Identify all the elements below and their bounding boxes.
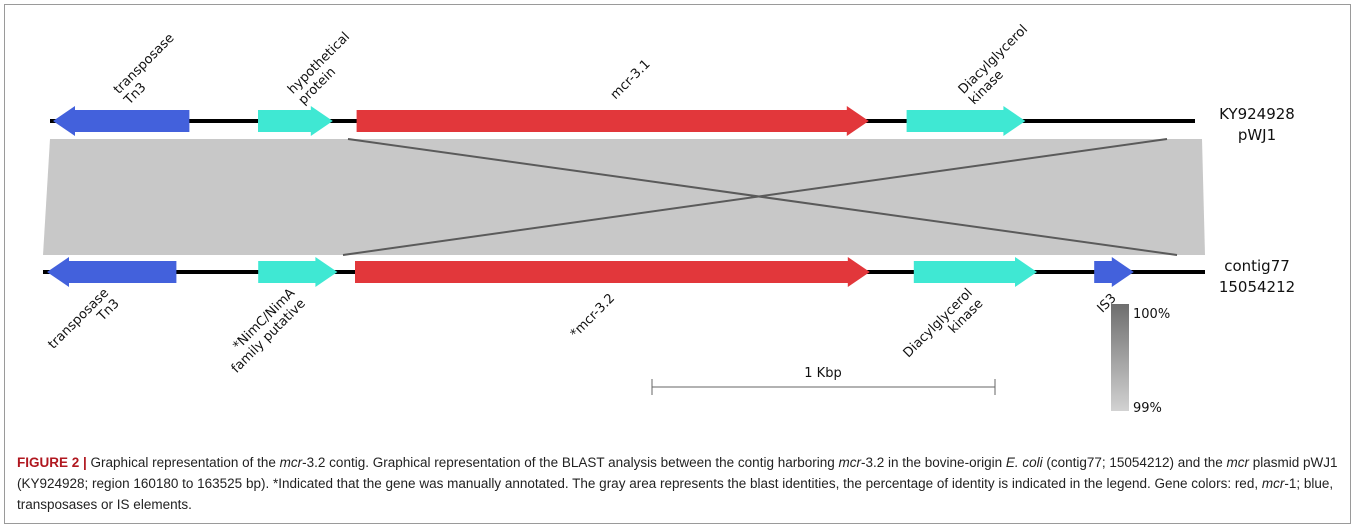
gene-arrow-other [913, 257, 1037, 287]
scale-bar: 1 Kbp [651, 366, 996, 395]
caption-text: Graphical representation of the [86, 455, 280, 470]
figure-label: FIGURE 2 | [17, 455, 87, 470]
genome-comparison-diagram: transposaseTn3 hypotheticalprotein mcr-3.1… [43, 22, 1295, 416]
gene-label: transposaseTn3 [45, 286, 122, 363]
caption-italic: E. coli [1005, 455, 1043, 470]
gene-arrow-other [906, 106, 1026, 136]
blast-identity-region [43, 139, 1205, 255]
gene-label: mcr-3.1 [608, 57, 654, 103]
gene-arrow-transposase [53, 106, 190, 136]
identity-legend-min: 99% [1133, 401, 1162, 416]
caption-text: -1; blue, transposases or IS elements. [17, 476, 1334, 512]
gene-arrow-mcr [356, 106, 869, 136]
identity-legend-gradient [1111, 304, 1129, 411]
caption-italic: mcr [838, 455, 862, 470]
gene-label: hypotheticalprotein [285, 30, 363, 108]
gene-label: *NimC/NimAfamily putative [218, 286, 309, 377]
scale-bar-label: 1 Kbp [804, 366, 841, 381]
gene-label-line: mcr-3.1 [608, 57, 654, 103]
figure-caption: FIGURE 2 | Graphical representation of t… [17, 452, 1342, 515]
caption-italic: mcr [1226, 455, 1250, 470]
track-label-top-line2: pWJ1 [1238, 126, 1276, 144]
gene-arrow-transposase [1094, 257, 1134, 287]
gene-label: Diacylglycerolkinase [901, 286, 987, 372]
gene-label: transposaseTn3 [110, 31, 188, 109]
gene-label: *mcr-3.2 [568, 291, 618, 341]
inversion-line [347, 138, 1178, 256]
caption-text: (contig77; 15054212) and the [1042, 455, 1227, 470]
track-label-bottom-line1: contig77 [1224, 257, 1290, 275]
track-label-top-line1: KY924928 [1219, 105, 1295, 123]
gene-label-line: *mcr-3.2 [568, 291, 618, 341]
inversion-line [342, 138, 1168, 256]
gene-arrow-mcr [355, 257, 870, 287]
identity-legend-max: 100% [1133, 307, 1170, 322]
caption-text: plasmid pWJ1 (KY924928; region 160180 to… [17, 455, 1338, 491]
figure-frame: transposaseTn3 hypotheticalprotein mcr-3.1… [4, 4, 1351, 524]
gene-arrow-other [258, 257, 338, 287]
caption-italic: mcr [1261, 476, 1285, 491]
caption-text: -3.2 contig. Graphical representation of… [302, 455, 839, 470]
caption-text: -3.2 in the bovine-origin [861, 455, 1006, 470]
caption-italic: mcr [279, 455, 303, 470]
gene-label: Diacylglycerolkinase [956, 22, 1042, 108]
track-label-bottom-line2: 15054212 [1219, 278, 1295, 296]
gene-arrow-other [258, 106, 333, 136]
gene-arrow-transposase [47, 257, 177, 287]
